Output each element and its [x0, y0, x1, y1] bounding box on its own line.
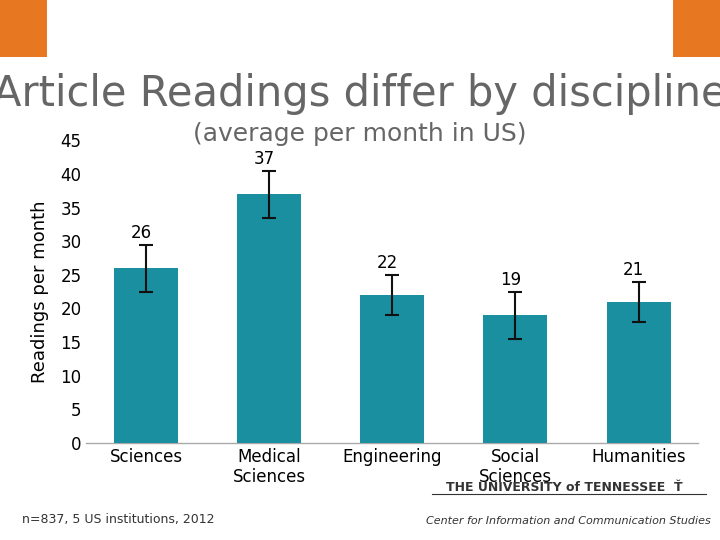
Bar	[114, 268, 179, 443]
Text: 22: 22	[377, 254, 398, 272]
Text: 19: 19	[500, 271, 521, 289]
Bar	[484, 315, 547, 443]
Bar	[673, 0, 720, 57]
Text: Center for Information and Communication Studies: Center for Information and Communication…	[426, 516, 711, 526]
Text: 21: 21	[623, 261, 644, 279]
Bar	[0, 0, 47, 57]
Text: 37: 37	[254, 150, 275, 168]
Text: 26: 26	[131, 224, 152, 242]
Bar	[361, 295, 424, 443]
Bar	[606, 302, 670, 443]
Text: KNOXVILLE: KNOXVILLE	[58, 31, 112, 41]
Text: Article Readings differ by discipline: Article Readings differ by discipline	[0, 73, 720, 115]
Y-axis label: Readings per month: Readings per month	[31, 200, 49, 383]
Text: (average per month in US): (average per month in US)	[193, 122, 527, 145]
Text: THE UNIVERSITY of TENNESSEE  Ť: THE UNIVERSITY of TENNESSEE Ť	[446, 481, 683, 494]
Bar	[238, 194, 301, 443]
Text: THE UNIVERSITY of TENNESSEE  Ť: THE UNIVERSITY of TENNESSEE Ť	[58, 16, 282, 29]
Text: n=837, 5 US institutions, 2012: n=837, 5 US institutions, 2012	[22, 514, 214, 526]
